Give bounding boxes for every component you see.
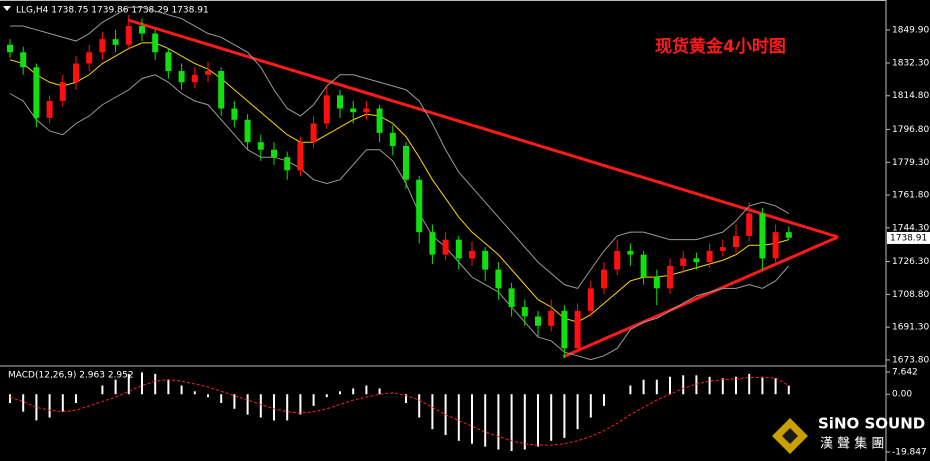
y-tick-label: 0.00 xyxy=(892,390,912,400)
logo: SiNO SOUND 漢 聲 集 團 xyxy=(772,415,925,454)
candle-body xyxy=(759,213,766,259)
candle-body xyxy=(587,288,594,311)
candle-body xyxy=(442,239,449,255)
candle-body xyxy=(667,265,673,289)
candle-body xyxy=(73,63,79,83)
candle-body xyxy=(257,142,264,150)
candle-body xyxy=(455,239,462,259)
candle-body xyxy=(495,269,502,289)
chart-title: 现货黄金4小时图 xyxy=(655,36,786,57)
candle-body xyxy=(231,108,238,120)
candle-body xyxy=(680,258,687,266)
candle-body xyxy=(46,100,53,118)
indicator-line xyxy=(9,74,790,361)
logo-subtitle: 漢 聲 集 團 xyxy=(820,436,884,452)
candle-body xyxy=(33,67,40,118)
candle-body xyxy=(772,232,779,259)
candle-body xyxy=(350,108,357,113)
y-tick-label: 1708.80 xyxy=(892,290,929,300)
candle-body xyxy=(297,142,304,171)
candle-body xyxy=(627,250,634,255)
candle-body xyxy=(601,269,607,289)
candle-body xyxy=(59,82,66,101)
y-tick-label: 1744.30 xyxy=(892,223,929,233)
candle-body xyxy=(191,74,198,83)
candle-body xyxy=(20,52,27,68)
candle-body xyxy=(271,149,277,158)
candle-body xyxy=(719,247,726,251)
candle-body xyxy=(482,250,489,270)
candle-body xyxy=(7,44,13,53)
candle-body xyxy=(284,157,291,171)
macd-signal xyxy=(9,376,790,446)
y-tick-label: 1814.80 xyxy=(892,91,929,101)
price-tag xyxy=(887,231,930,244)
candle-body xyxy=(178,71,185,83)
candle-body xyxy=(139,26,145,34)
candle-body xyxy=(640,254,647,278)
candle-body xyxy=(508,288,515,308)
y-tick-label: 1726.30 xyxy=(892,257,929,267)
candle-body xyxy=(535,316,541,326)
candle-body xyxy=(323,95,330,124)
candle-body xyxy=(746,213,753,236)
y-tick-label: 1673.80 xyxy=(892,355,929,365)
logo-mark xyxy=(782,428,798,444)
y-tick-label: 1849.90 xyxy=(892,25,929,35)
candle-body xyxy=(416,179,423,233)
candle-body xyxy=(310,123,317,143)
trend-line xyxy=(562,235,839,359)
candle-body xyxy=(165,52,172,72)
indicator-line xyxy=(10,6,790,289)
indicator-line xyxy=(9,42,789,323)
candle-body xyxy=(152,33,159,53)
price-tag-label: 1738.91 xyxy=(890,233,927,243)
candle-body xyxy=(706,250,713,263)
candle-body xyxy=(614,250,621,270)
candle-body xyxy=(561,310,568,349)
candle-body xyxy=(218,71,225,109)
candle-body xyxy=(653,277,660,289)
candle-body xyxy=(376,108,383,133)
candle-body xyxy=(548,310,555,326)
candle-body xyxy=(389,132,396,146)
candle-body xyxy=(337,95,343,109)
candle-body xyxy=(205,71,211,75)
menu-arrow xyxy=(3,6,11,11)
candle-body xyxy=(125,26,132,45)
y-tick-label: 1832.30 xyxy=(892,58,929,68)
candle-body xyxy=(693,258,700,263)
candle-body xyxy=(244,119,251,143)
candle-body xyxy=(469,250,475,259)
trend-line xyxy=(127,18,839,239)
candle-body xyxy=(521,307,528,317)
header: LLG,H4 1738.75 1739.86 1738.29 1738.91 xyxy=(16,6,209,16)
candle-body xyxy=(429,232,436,255)
macd-label: MACD(12,26,9) 2.963 2.952 xyxy=(8,371,134,381)
candle-body xyxy=(574,310,581,349)
y-tick-label: 1796.80 xyxy=(892,125,929,135)
candle-body xyxy=(363,108,370,113)
candle-body xyxy=(112,39,119,45)
y-tick-label: -19.847 xyxy=(892,448,927,458)
candle-body xyxy=(86,52,93,64)
y-tick-label: 1779.30 xyxy=(892,158,929,168)
candle-body xyxy=(785,232,792,238)
logo-name: SiNO SOUND xyxy=(818,415,925,433)
candle-body xyxy=(403,145,409,180)
candle-body xyxy=(99,39,106,53)
y-tick-label: 7.642 xyxy=(892,368,918,378)
candle-body xyxy=(733,235,739,248)
y-tick-label: 1761.80 xyxy=(892,191,929,201)
y-tick-label: 1691.30 xyxy=(892,323,929,333)
